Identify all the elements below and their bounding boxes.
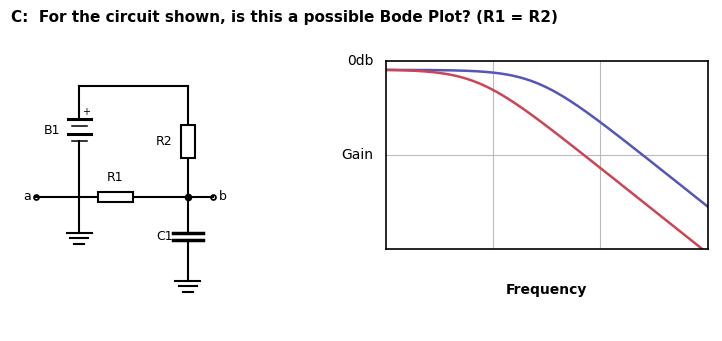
Text: Gain: Gain [342, 148, 373, 162]
Text: +: + [82, 107, 90, 117]
Text: 0db: 0db [347, 54, 373, 69]
Text: B1: B1 [44, 124, 61, 137]
Text: C:  For the circuit shown, is this a possible Bode Plot? (R1 = R2): C: For the circuit shown, is this a poss… [11, 10, 557, 25]
Text: a: a [23, 191, 30, 204]
Text: R2: R2 [156, 135, 173, 148]
Text: C1: C1 [156, 230, 173, 243]
Bar [98, 192, 133, 202]
Text: b: b [219, 191, 226, 204]
Bar [180, 125, 194, 158]
Text: Frequency: Frequency [506, 283, 588, 297]
Text: R1: R1 [107, 172, 124, 184]
